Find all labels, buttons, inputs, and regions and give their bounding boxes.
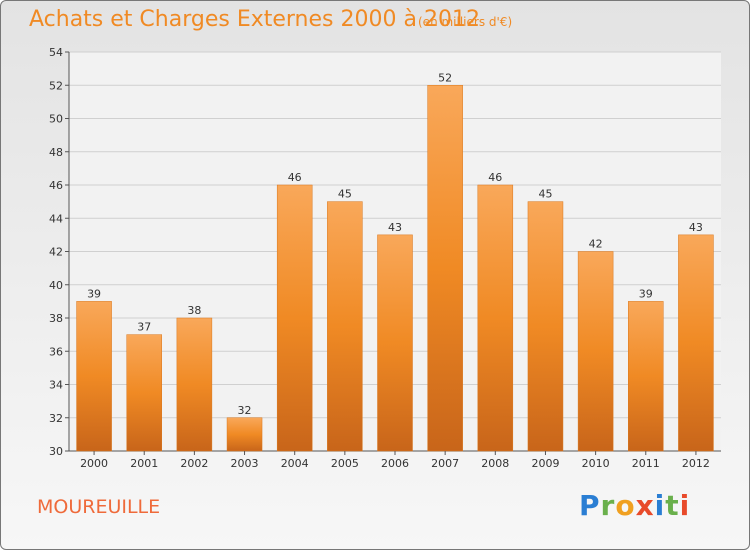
y-tick-label: 36 — [49, 345, 63, 358]
x-tick-label-2001: 2001 — [130, 457, 158, 470]
x-tick-label-2010: 2010 — [582, 457, 610, 470]
bar-2003 — [226, 417, 263, 452]
x-tick-label-2011: 2011 — [632, 457, 660, 470]
chart-title: Achats et Charges Externes 2000 à 2012 — [29, 7, 480, 32]
bar-2011 — [628, 301, 664, 452]
x-tick-label-2000: 2000 — [80, 457, 108, 470]
value-label-2002: 38 — [187, 304, 201, 317]
y-tick-label: 52 — [49, 79, 63, 92]
value-label-2005: 45 — [338, 188, 352, 201]
logo-letter: i — [654, 489, 666, 522]
commune-name: MOUREUILLE — [37, 496, 161, 518]
bar-2007 — [427, 85, 463, 452]
value-label-2009: 45 — [538, 188, 552, 201]
y-tick-label: 32 — [49, 412, 63, 425]
x-tick-label-2008: 2008 — [481, 457, 509, 470]
proxiti-logo: Proxiti — [579, 489, 690, 522]
bar-2009 — [527, 201, 564, 452]
bar-2004 — [276, 184, 313, 452]
logo-letter: t — [665, 489, 680, 522]
y-tick-label: 40 — [49, 279, 63, 292]
value-label-2008: 46 — [488, 171, 502, 184]
bar-2002 — [176, 317, 213, 452]
logo-letter: o — [615, 489, 636, 522]
y-tick-label: 48 — [49, 146, 63, 159]
bar-2012 — [678, 234, 714, 452]
bar-2010 — [577, 251, 614, 452]
y-tick-label: 46 — [49, 179, 63, 192]
y-tick-label: 50 — [49, 113, 63, 126]
chart-subtitle: (en milliers d'€) — [418, 15, 513, 29]
x-tick-label-2009: 2009 — [531, 457, 559, 470]
bar-2000 — [76, 301, 112, 452]
y-tick-label: 44 — [49, 212, 63, 225]
x-tick-label-2002: 2002 — [180, 457, 208, 470]
value-label-2001: 37 — [137, 321, 151, 334]
bar-2005 — [327, 201, 363, 452]
logo-letter: P — [579, 489, 601, 522]
value-label-2003: 32 — [238, 404, 252, 417]
x-tick-label-2012: 2012 — [682, 457, 710, 470]
value-label-2000: 39 — [87, 287, 101, 300]
x-tick-label-2003: 2003 — [231, 457, 259, 470]
y-tick-label: 34 — [49, 379, 63, 392]
value-label-2004: 46 — [288, 171, 302, 184]
logo-letter: i — [679, 489, 691, 522]
value-label-2011: 39 — [639, 287, 653, 300]
value-label-2006: 43 — [388, 221, 402, 234]
x-tick-label-2007: 2007 — [431, 457, 459, 470]
bar-2001 — [126, 334, 162, 452]
x-tick-label-2004: 2004 — [281, 457, 309, 470]
logo-letter: r — [600, 489, 616, 522]
bar-2008 — [477, 184, 514, 452]
bar-2006 — [377, 234, 413, 452]
value-label-2010: 42 — [589, 238, 603, 251]
y-tick-label: 38 — [49, 312, 63, 325]
y-tick-label: 42 — [49, 246, 63, 259]
logo-letter: x — [635, 489, 655, 522]
value-label-2012: 43 — [689, 221, 703, 234]
x-tick-label-2005: 2005 — [331, 457, 359, 470]
y-tick-label: 30 — [49, 445, 63, 458]
x-tick-label-2006: 2006 — [381, 457, 409, 470]
y-tick-label: 54 — [49, 46, 63, 59]
value-label-2007: 52 — [438, 71, 452, 84]
